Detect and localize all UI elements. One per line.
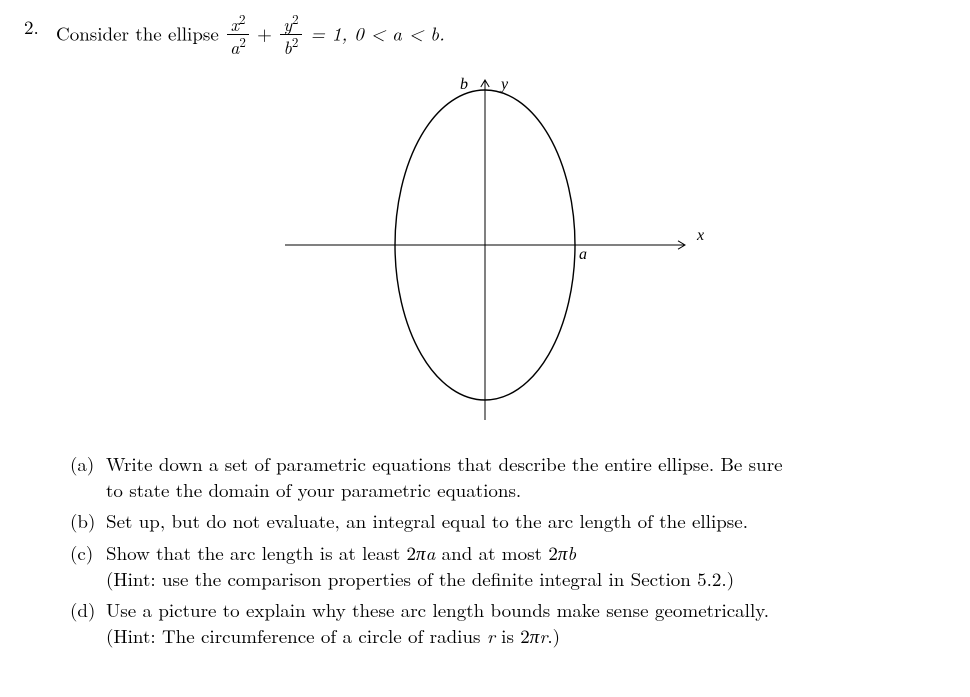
problem-number: 2. xyxy=(24,14,46,40)
part-b-body: Set up, but do not evaluate, an integral… xyxy=(106,508,946,534)
part-c-label: (c) xyxy=(70,540,98,566)
part-d-label: (d) xyxy=(70,597,98,623)
part-d: (d) Use a picture to explain why these a… xyxy=(70,597,946,648)
svg-text:y: y xyxy=(499,76,509,93)
problem-statement: 2. Consider the ellipse x2a2 + y2b2 = 1,… xyxy=(24,14,946,59)
ellipse-figure: x y a b xyxy=(24,75,946,425)
part-b-label: (b) xyxy=(70,508,98,534)
ellipse-svg: x y a b xyxy=(265,75,705,425)
eq-tail: = 1, 0 < a < b. xyxy=(304,20,445,47)
svg-text:b: b xyxy=(460,76,468,93)
part-a: (a) Write down a set of parametric equat… xyxy=(70,451,946,502)
problem-parts: (a) Write down a set of parametric equat… xyxy=(70,451,946,648)
intro-prefix: Consider the ellipse xyxy=(56,20,225,47)
problem-intro: Consider the ellipse x2a2 + y2b2 = 1, 0 … xyxy=(56,14,445,59)
part-b: (b) Set up, but do not evaluate, an inte… xyxy=(70,508,946,534)
fraction-y2-b2: y2b2 xyxy=(280,12,301,57)
part-a-body: Write down a set of parametric equations… xyxy=(106,451,946,502)
part-a-label: (a) xyxy=(70,451,98,477)
part-c: (c) Show that the arc length is at least… xyxy=(70,540,946,591)
part-c-body: Show that the arc length is at least 2πa… xyxy=(106,540,946,591)
svg-text:a: a xyxy=(579,246,587,263)
fraction-x2-a2: x2a2 xyxy=(227,12,249,57)
svg-text:x: x xyxy=(696,227,704,244)
part-d-body: Use a picture to explain why these arc l… xyxy=(106,597,946,648)
